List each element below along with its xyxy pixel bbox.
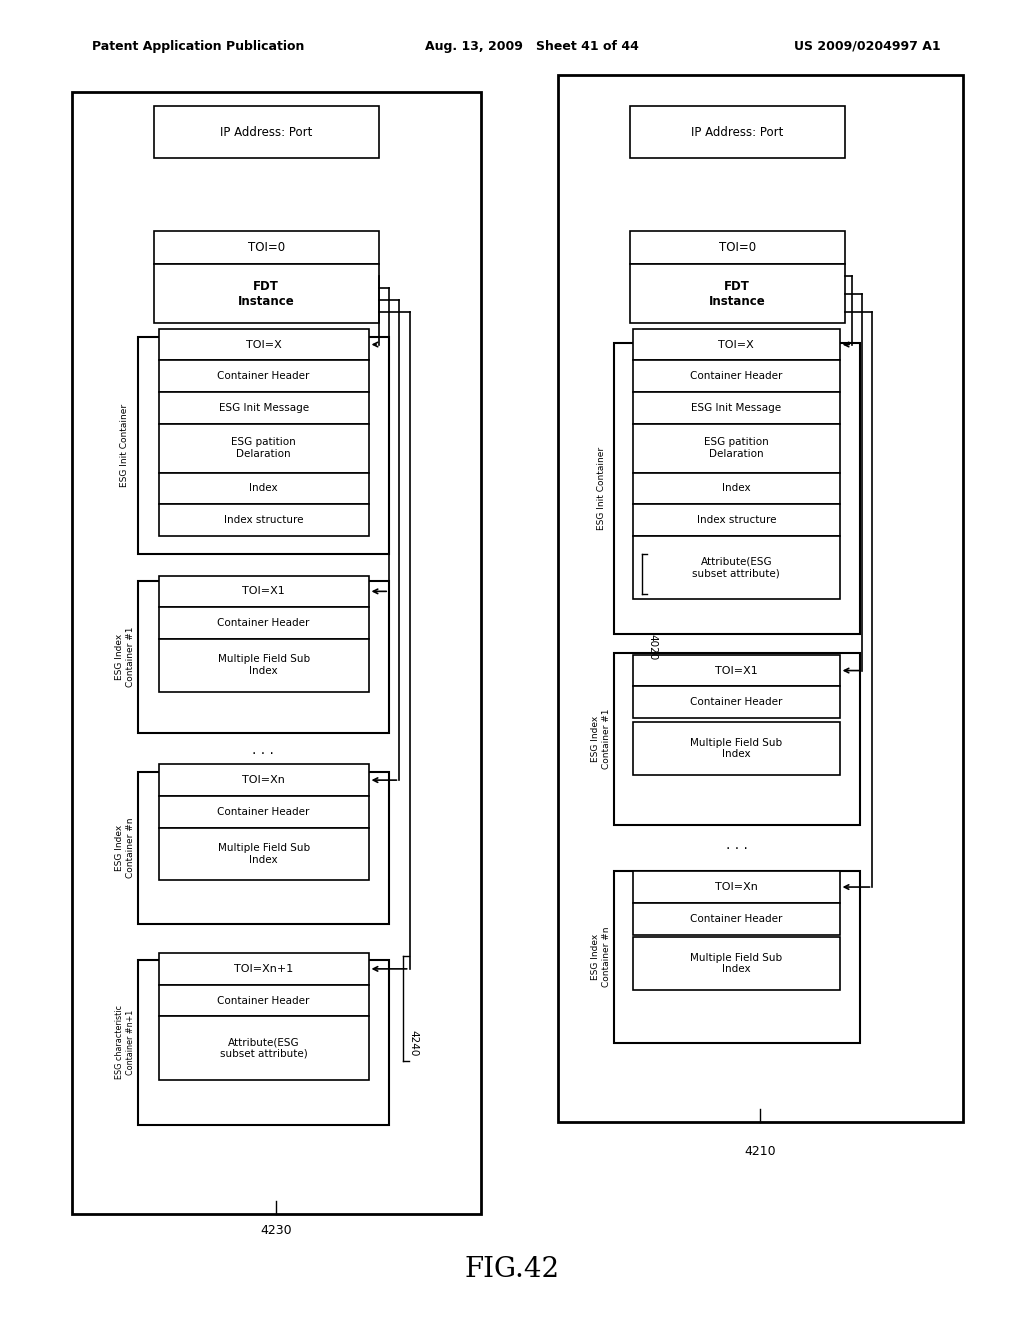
FancyBboxPatch shape [633,504,840,536]
Text: ESG Init Container: ESG Init Container [121,404,129,487]
FancyBboxPatch shape [72,92,481,1214]
FancyBboxPatch shape [633,473,840,504]
Text: ESG Index
Container #n: ESG Index Container #n [116,818,134,878]
FancyBboxPatch shape [614,653,860,825]
Text: ESG characteristic
Container #n+1: ESG characteristic Container #n+1 [116,1005,134,1080]
Text: Container Header: Container Header [217,995,310,1006]
FancyBboxPatch shape [558,75,963,1122]
Text: ESG patition
Delaration: ESG patition Delaration [231,437,296,459]
FancyBboxPatch shape [633,871,840,903]
FancyBboxPatch shape [633,903,840,935]
Text: TOI=Xn: TOI=Xn [715,882,758,892]
FancyBboxPatch shape [614,343,860,634]
FancyBboxPatch shape [159,392,369,424]
FancyBboxPatch shape [630,231,845,264]
Text: US 2009/0204997 A1: US 2009/0204997 A1 [794,40,940,53]
Text: Index structure: Index structure [696,515,776,525]
FancyBboxPatch shape [159,504,369,536]
Text: ESG Init Container: ESG Init Container [597,447,605,529]
Text: Container Header: Container Header [217,618,310,628]
Text: ESG Index
Container #n: ESG Index Container #n [592,927,610,987]
Text: Attribute(ESG
subset attribute): Attribute(ESG subset attribute) [220,1038,307,1059]
FancyBboxPatch shape [154,106,379,158]
FancyBboxPatch shape [159,576,369,607]
Text: Container Header: Container Header [217,807,310,817]
Text: Container Header: Container Header [690,913,782,924]
FancyBboxPatch shape [159,639,369,692]
Text: Multiple Field Sub
Index: Multiple Field Sub Index [690,738,782,759]
FancyBboxPatch shape [138,772,389,924]
Text: Multiple Field Sub
Index: Multiple Field Sub Index [218,655,309,676]
FancyBboxPatch shape [633,536,840,599]
FancyBboxPatch shape [154,264,379,323]
Text: TOI=X: TOI=X [719,339,754,350]
Text: Index: Index [722,483,751,494]
Text: Attribute(ESG
subset attribute): Attribute(ESG subset attribute) [692,557,780,578]
FancyBboxPatch shape [159,828,369,880]
FancyBboxPatch shape [159,985,369,1016]
Text: ESG patition
Delaration: ESG patition Delaration [703,437,769,459]
Text: FIG.42: FIG.42 [465,1257,559,1283]
FancyBboxPatch shape [633,722,840,775]
FancyBboxPatch shape [633,424,840,473]
FancyBboxPatch shape [633,360,840,392]
Text: ESG Index
Container #1: ESG Index Container #1 [116,627,134,686]
Text: 4230: 4230 [261,1224,292,1237]
FancyBboxPatch shape [159,1016,369,1080]
FancyBboxPatch shape [138,960,389,1125]
Text: ESG Index
Container #1: ESG Index Container #1 [592,709,610,770]
FancyBboxPatch shape [159,424,369,473]
FancyBboxPatch shape [633,392,840,424]
Text: Index: Index [250,483,278,494]
Text: TOI=Xn: TOI=Xn [243,775,285,785]
Text: Multiple Field Sub
Index: Multiple Field Sub Index [218,843,309,865]
Text: Index structure: Index structure [224,515,303,525]
FancyBboxPatch shape [159,796,369,828]
FancyBboxPatch shape [630,106,845,158]
Text: TOI=X: TOI=X [246,339,282,350]
Text: Container Header: Container Header [690,697,782,708]
Text: TOI=0: TOI=0 [719,242,756,253]
Text: 4210: 4210 [744,1144,775,1158]
Text: Patent Application Publication: Patent Application Publication [92,40,304,53]
Text: TOI=X1: TOI=X1 [715,665,758,676]
FancyBboxPatch shape [159,329,369,360]
Text: . . .: . . . [726,838,749,851]
FancyBboxPatch shape [633,655,840,686]
Text: . . .: . . . [252,743,274,756]
FancyBboxPatch shape [614,871,860,1043]
FancyBboxPatch shape [159,764,369,796]
FancyBboxPatch shape [633,937,840,990]
Text: TOI=0: TOI=0 [248,242,285,253]
FancyBboxPatch shape [159,360,369,392]
FancyBboxPatch shape [159,953,369,985]
Text: IP Address: Port: IP Address: Port [691,125,783,139]
Text: Container Header: Container Header [690,371,782,381]
FancyBboxPatch shape [630,264,845,323]
FancyBboxPatch shape [633,329,840,360]
Text: TOI=X1: TOI=X1 [243,586,285,597]
Text: ESG Init Message: ESG Init Message [691,403,781,413]
FancyBboxPatch shape [138,337,389,554]
Text: TOI=Xn+1: TOI=Xn+1 [234,964,293,974]
FancyBboxPatch shape [159,473,369,504]
Text: IP Address: Port: IP Address: Port [220,125,312,139]
Text: 4240: 4240 [409,1030,419,1056]
Text: Container Header: Container Header [217,371,310,381]
Text: FDT
Instance: FDT Instance [709,280,766,308]
FancyBboxPatch shape [138,581,389,733]
Text: ESG Init Message: ESG Init Message [218,403,309,413]
Text: FDT
Instance: FDT Instance [238,280,295,308]
Text: Aug. 13, 2009   Sheet 41 of 44: Aug. 13, 2009 Sheet 41 of 44 [425,40,639,53]
Text: 4020: 4020 [647,634,657,660]
Text: Multiple Field Sub
Index: Multiple Field Sub Index [690,953,782,974]
FancyBboxPatch shape [633,686,840,718]
FancyBboxPatch shape [154,231,379,264]
FancyBboxPatch shape [159,607,369,639]
